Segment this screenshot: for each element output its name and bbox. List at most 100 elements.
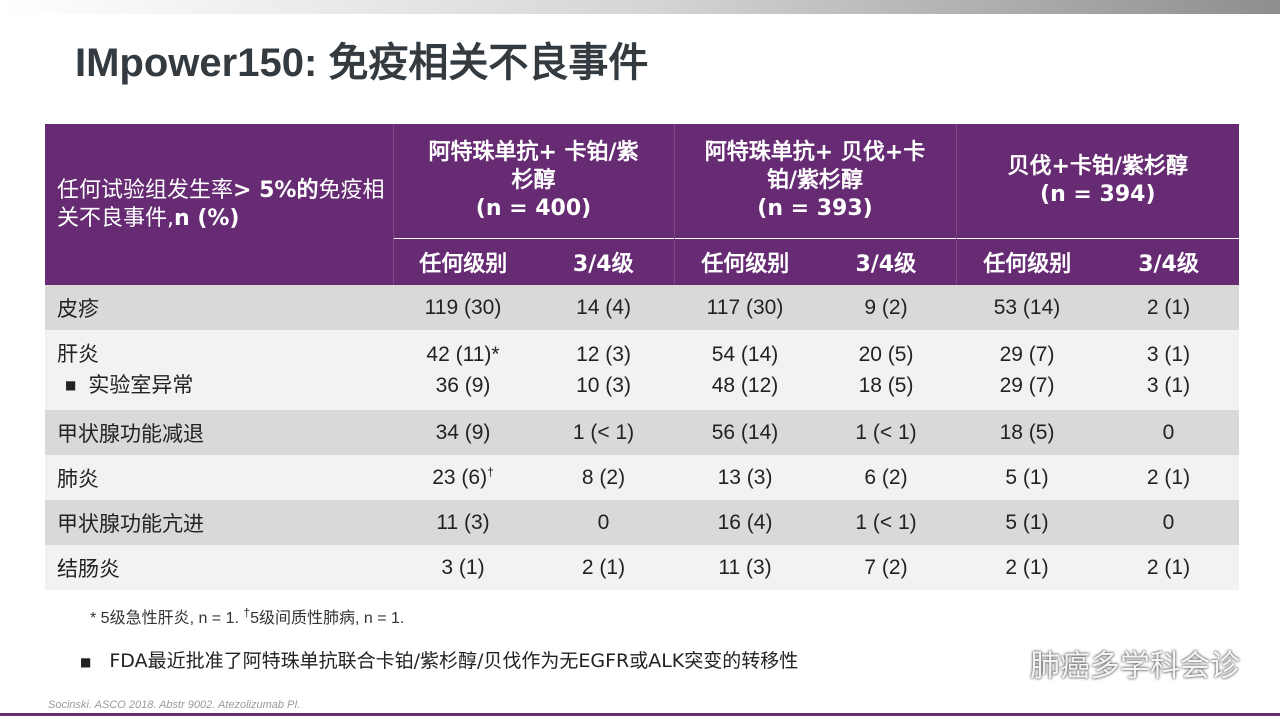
group-n: (n = 394) xyxy=(1040,182,1156,207)
table-cell: 0 xyxy=(533,500,675,545)
group-label-line1: 贝伐+卡铂/紫杉醇 xyxy=(1007,154,1189,179)
row-label: 甲状腺功能减退 xyxy=(45,410,393,455)
table-cell: 3 (1) 3 (1) xyxy=(1098,330,1240,410)
table-cell: 20 (5) 18 (5) xyxy=(816,330,957,410)
table-cell: 53 (14) xyxy=(956,285,1099,330)
table-cell: 7 (2) xyxy=(816,545,957,590)
slide-title-prefix: IMpower150: xyxy=(75,41,329,85)
row-sublabel: ■ 实验室异常 xyxy=(57,370,193,402)
table-cell: 54 (14) 48 (12) xyxy=(674,330,817,410)
group-label-line2: 铂/紫杉醇 xyxy=(766,168,864,193)
table-row-hyperthyroidism: 甲状腺功能亢进 11 (3) 0 16 (4) 1 (< 1) 5 (1) 0 xyxy=(45,500,1240,545)
slide-title: IMpower150: 免疫相关不良事件 xyxy=(75,30,648,88)
table-cell: 9 (2) xyxy=(816,285,957,330)
table-cell: 13 (3) xyxy=(674,455,817,500)
top-gradient-band xyxy=(0,0,1280,14)
table-cell: 11 (3) xyxy=(674,545,817,590)
bottom-accent-line xyxy=(0,713,1280,716)
table-cell: 6 (2) xyxy=(816,455,957,500)
table-row-colitis: 结肠炎 3 (1) 2 (1) 11 (3) 7 (2) 2 (1) 2 (1) xyxy=(45,545,1240,590)
table-footnote: * 5级急性肝炎, n = 1. †5级间质性肺病, n = 1. xyxy=(90,604,404,628)
table-row-pneumonitis: 肺炎 23 (6)† 8 (2) 13 (3) 6 (2) 5 (1) 2 (1… xyxy=(45,455,1240,500)
table-cell: 119 (30) xyxy=(393,285,533,330)
group-label-line1: 阿特珠单抗+ 卡铂/紫 xyxy=(428,140,639,165)
cell-value: 23 (6) xyxy=(432,465,488,489)
group-header-atezo-bcp: 阿特珠单抗+ 贝伐+卡 铂/紫杉醇 (n = 393) xyxy=(673,124,957,239)
table-cell: 1 (< 1) xyxy=(816,500,957,545)
square-bullet-icon: ■ xyxy=(65,378,77,393)
table-cell: 2 (1) xyxy=(1098,455,1240,500)
subheader-any-grade: 任何级别 xyxy=(392,238,533,285)
slide-title-main: 免疫相关不良事件 xyxy=(328,40,649,86)
cell-sub: 10 (3) xyxy=(576,374,631,397)
table-cell: 29 (7) 29 (7) xyxy=(956,330,1099,410)
stub-header: 任何试验组发生率> 5%的免疫相关不良事件,n (%) xyxy=(45,124,393,285)
fda-approval-text: FDA最近批准了阿特珠单抗联合卡铂/紫杉醇/贝伐作为无EGFR或ALK突变的转移… xyxy=(109,650,799,672)
cell-main: 3 (1) xyxy=(1146,343,1191,366)
cell-sub: 29 (7) xyxy=(999,374,1055,397)
cell-main: 42 (11)* xyxy=(426,343,500,366)
cell-sub: 3 (1) xyxy=(1146,374,1191,397)
row-label: 皮疹 xyxy=(45,285,393,330)
wechat-icon xyxy=(988,645,1024,681)
group-header-atezo-cp: 阿特珠单抗+ 卡铂/紫 杉醇 (n = 400) xyxy=(392,124,675,239)
group-n: (n = 393) xyxy=(757,196,873,221)
table-cell: 18 (5) xyxy=(956,410,1099,455)
cell-main: 20 (5) xyxy=(858,343,914,366)
row-label: 肺炎 xyxy=(45,455,393,500)
footnote-dagger: † xyxy=(243,605,251,620)
footnote-ild: 5级间质性肺病, n = 1. xyxy=(250,610,405,627)
table-cell: 11 (3) xyxy=(393,500,533,545)
watermark-text: 肺癌多学科会诊 xyxy=(1030,649,1240,684)
table-cell: 0 xyxy=(1098,410,1240,455)
watermark: 肺癌多学科会诊 xyxy=(988,641,1240,685)
stub-header-pre: 任何试验组发生率 xyxy=(57,177,234,203)
table-row-rash: 皮疹 119 (30) 14 (4) 117 (30) 9 (2) 53 (14… xyxy=(45,285,1240,330)
table-cell: 0 xyxy=(1098,500,1240,545)
subheader-any-grade: 任何级别 xyxy=(673,238,817,285)
cell-sub: 18 (5) xyxy=(858,374,914,397)
row-label: 甲状腺功能亢进 xyxy=(45,500,393,545)
table-cell: 1 (< 1) xyxy=(816,410,957,455)
table-cell: 23 (6)† xyxy=(393,455,533,500)
cell-main: 29 (7) xyxy=(999,343,1055,366)
row-label: 结肠炎 xyxy=(45,545,393,590)
table-cell: 56 (14) xyxy=(674,410,817,455)
table-row-hypothyroidism: 甲状腺功能减退 34 (9) 1 (< 1) 56 (14) 1 (< 1) 1… xyxy=(45,410,1240,455)
subheader-grade-3-4: 3/4级 xyxy=(1098,238,1240,285)
dagger-mark: † xyxy=(487,464,494,479)
table-cell: 42 (11)* 36 (9) xyxy=(393,330,533,410)
subheader-grade-3-4: 3/4级 xyxy=(533,238,675,285)
group-label-line2: 杉醇 xyxy=(511,168,556,193)
table-cell: 1 (< 1) xyxy=(533,410,675,455)
cell-sub: 48 (12) xyxy=(711,374,779,397)
table-cell: 2 (1) xyxy=(533,545,675,590)
group-label-line1: 阿特珠单抗+ 贝伐+卡 xyxy=(704,140,926,165)
adverse-events-table: 任何试验组发生率> 5%的免疫相关不良事件,n (%) 阿特珠单抗+ 卡铂/紫 … xyxy=(45,124,1240,590)
table-cell: 14 (4) xyxy=(533,285,675,330)
table-cell: 12 (3) 10 (3) xyxy=(533,330,675,410)
table-cell: 3 (1) xyxy=(393,545,533,590)
square-bullet-icon: ■ xyxy=(80,654,92,669)
cell-main: 54 (14) xyxy=(711,343,779,366)
table-cell: 5 (1) xyxy=(956,455,1099,500)
stub-header-threshold: > 5%的 xyxy=(233,177,319,203)
table-cell: 117 (30) xyxy=(674,285,817,330)
cell-main: 12 (3) xyxy=(576,343,631,366)
fda-approval-note: ■ FDA最近批准了阿特珠单抗联合卡铂/紫杉醇/贝伐作为无EGFR或ALK突变的转… xyxy=(80,646,798,673)
table-cell: 5 (1) xyxy=(956,500,1099,545)
stub-header-post: 免疫相关不良事件, xyxy=(57,177,385,231)
table-cell: 2 (1) xyxy=(956,545,1099,590)
table-cell: 16 (4) xyxy=(674,500,817,545)
footnote-hepatitis: * 5级急性肝炎, n = 1. xyxy=(90,610,244,627)
row-sublabel-text: 实验室异常 xyxy=(88,372,194,397)
table-cell: 2 (1) xyxy=(1098,545,1240,590)
row-label-main: 肝炎 xyxy=(57,341,99,366)
group-header-bcp: 贝伐+卡铂/紫杉醇 (n = 394) xyxy=(955,124,1240,239)
table-cell: 2 (1) xyxy=(1098,285,1240,330)
table-row-hepatitis: 肝炎 ■ 实验室异常 42 (11)* 36 (9) 12 (3) 10 (3) 54… xyxy=(45,330,1240,410)
group-n: (n = 400) xyxy=(475,196,592,221)
reference-citation: Socinski. ASCO 2018. Abstr 9002. Atezoli… xyxy=(48,699,301,711)
cell-sub: 36 (9) xyxy=(435,374,491,397)
subheader-grade-3-4: 3/4级 xyxy=(816,238,957,285)
